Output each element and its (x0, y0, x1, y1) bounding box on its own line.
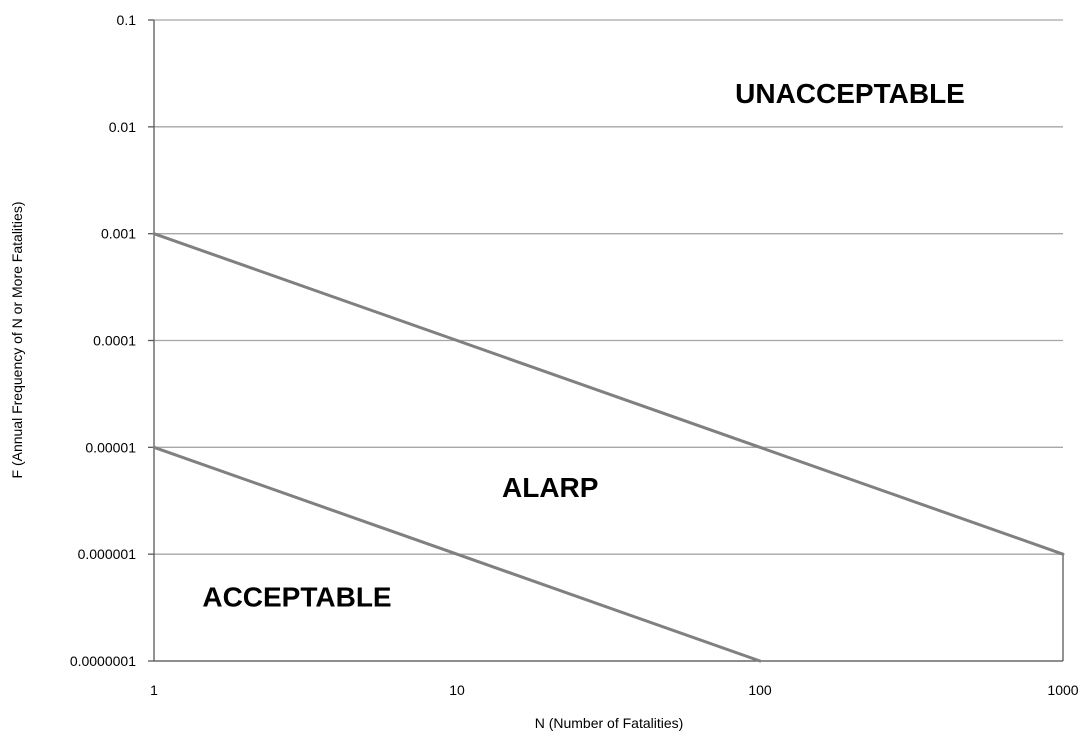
x-tick-label: 100 (748, 682, 772, 698)
y-tick-label: 0.000001 (78, 546, 137, 562)
y-tick-label: 0.00001 (85, 439, 136, 455)
x-tick-label: 1 (150, 682, 158, 698)
region-label-alarp: ALARP (502, 472, 598, 503)
x-tick-label: 10 (449, 682, 465, 698)
x-axis-title: N (Number of Fatalities) (535, 715, 684, 731)
criterion-line-1 (152, 232, 1065, 556)
y-tick-label: 0.001 (101, 226, 136, 242)
x-tick-label: 1000 (1047, 682, 1078, 698)
criterion-line-2 (152, 445, 762, 663)
y-axis-title: F (Annual Frequency of N or More Fatalit… (9, 202, 25, 479)
y-tick-label: 0.01 (109, 119, 136, 135)
region-label-unacceptable: UNACCEPTABLE (735, 78, 965, 109)
region-label-acceptable: ACCEPTABLE (202, 582, 391, 613)
y-tick-label: 0.1 (117, 12, 137, 28)
y-tick-label: 0.0000001 (70, 653, 136, 669)
y-tick-label: 0.0001 (93, 333, 136, 349)
